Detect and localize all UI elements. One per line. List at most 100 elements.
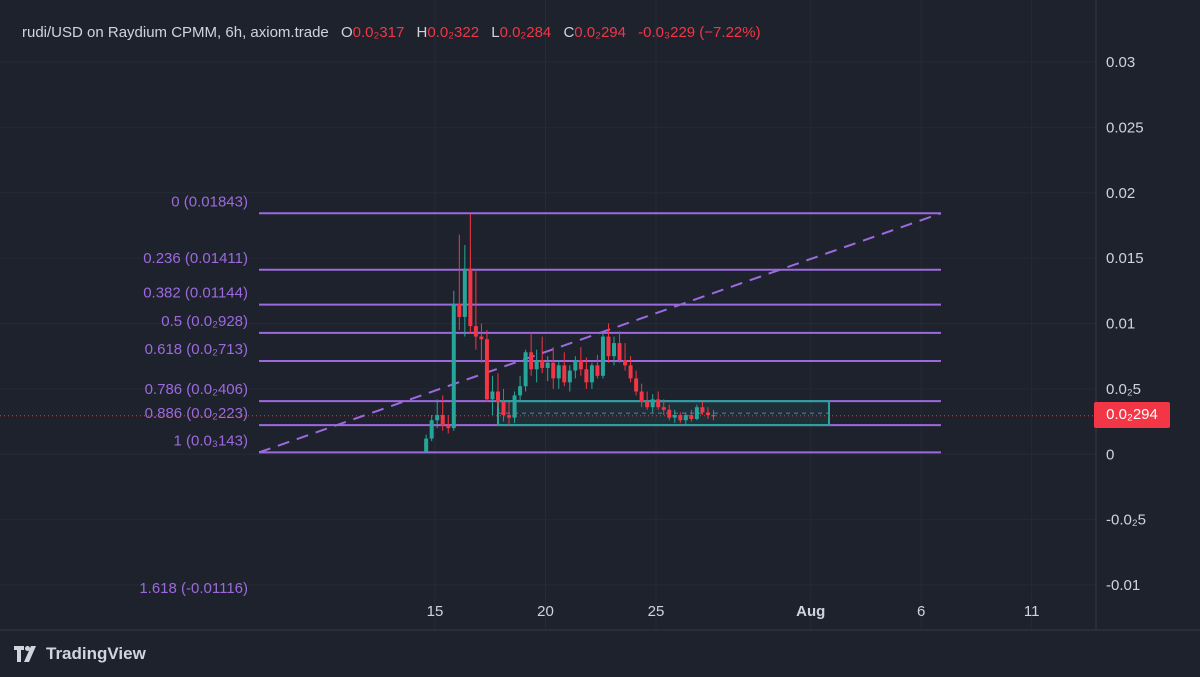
high-key: H xyxy=(416,24,428,41)
grid xyxy=(0,0,1096,630)
fib-level-label: 0 (0.01843) xyxy=(171,193,248,210)
candle-body xyxy=(661,407,666,410)
candle-body xyxy=(451,303,456,429)
tradingview-icon xyxy=(14,646,36,662)
candle-body xyxy=(484,339,489,400)
candle-body xyxy=(556,365,561,379)
candle-body xyxy=(540,360,545,368)
price-tick-label: -0.0₂5 xyxy=(1106,512,1146,529)
fib-trend-line xyxy=(258,212,942,454)
axis-separators xyxy=(0,0,1200,631)
candle-body xyxy=(545,362,550,368)
candle-body xyxy=(600,336,605,376)
fib-level-label: 1.618 (-0.01116) xyxy=(139,580,248,597)
candle-body xyxy=(683,415,688,421)
candle-body xyxy=(435,415,440,421)
candle-body xyxy=(628,365,633,379)
price-tick-label: 0.0₂5 xyxy=(1106,381,1141,398)
price-tick-label: 0 xyxy=(1106,446,1114,463)
candle-body xyxy=(512,395,517,418)
candle-body xyxy=(551,362,556,379)
candle-body xyxy=(490,391,495,400)
price-tick-label: 0.01 xyxy=(1106,316,1135,333)
time-tick-label: 20 xyxy=(537,603,554,620)
low-key: L xyxy=(491,24,500,41)
close-value: 0.0₂294 xyxy=(574,24,626,41)
price-tick-label: 0.025 xyxy=(1106,119,1144,136)
candle-body xyxy=(495,391,500,402)
fib-level-label: 0.236 (0.01411) xyxy=(143,250,248,267)
candle-body xyxy=(462,268,467,317)
candle-body xyxy=(705,412,710,416)
candle-body xyxy=(606,336,611,357)
time-tick-label: 25 xyxy=(648,603,665,620)
candle-body xyxy=(523,352,528,387)
candle-body xyxy=(534,360,539,370)
candle-body xyxy=(634,378,639,392)
time-tick-label: Aug xyxy=(796,603,825,620)
candle-body xyxy=(479,336,484,340)
candle-body xyxy=(440,415,445,426)
candle-body xyxy=(501,401,506,416)
symbol-title: rudi/USD on Raydium CPMM, 6h, axiom.trad… xyxy=(22,24,329,41)
candle-body xyxy=(473,326,478,337)
close-key: C xyxy=(563,24,575,41)
candle-body xyxy=(678,415,683,421)
candle-body xyxy=(507,415,512,418)
candle-body xyxy=(424,438,429,452)
candle-body xyxy=(468,268,473,327)
low-value: 0.0₂284 xyxy=(499,24,552,41)
candle-body xyxy=(656,399,661,408)
time-tick-label: 15 xyxy=(427,603,444,620)
open-key: O xyxy=(340,24,353,41)
candle-body xyxy=(667,409,672,418)
candle-body xyxy=(617,343,622,361)
candle-body xyxy=(639,391,644,402)
candles xyxy=(0,213,1096,453)
candle-body xyxy=(518,386,523,396)
candle-body xyxy=(562,365,567,383)
candle-body xyxy=(650,399,655,408)
fib-level-label: 0.786 (0.0₂406) xyxy=(145,381,248,398)
candle-body xyxy=(672,415,677,418)
fib-retracement[interactable]: 0 (0.01843) 0.236 (0.01411) 0.382 (0.01144… xyxy=(139,193,942,597)
candle-body xyxy=(567,370,572,383)
fib-level-label: 0.5 (0.0₂928) xyxy=(161,313,248,330)
price-tick-label: 0.015 xyxy=(1106,250,1144,267)
fib-level-label: 0.382 (0.01144) xyxy=(143,285,248,302)
candle-body xyxy=(700,407,705,413)
candle-body xyxy=(429,420,434,439)
high-value: 0.0₂322 xyxy=(427,24,480,41)
candle-body xyxy=(457,303,462,317)
candle-body xyxy=(595,365,600,376)
time-tick-label: 11 xyxy=(1024,603,1040,620)
candle-body xyxy=(623,360,628,366)
candle-body xyxy=(689,415,694,419)
candle-body xyxy=(578,360,583,370)
price-tick-label: 0.02 xyxy=(1106,185,1135,202)
candle-body xyxy=(589,365,594,383)
candle-body xyxy=(694,407,699,419)
candle-body xyxy=(584,369,589,383)
time-axis[interactable]: 15 20 25 Aug 6 11 xyxy=(427,603,1040,620)
tradingview-logo[interactable]: TradingView xyxy=(14,644,146,664)
price-axis[interactable]: 0.03 0.025 0.02 0.015 0.01 0.0₂5 0 -0.0₂5 -0.01 xyxy=(1106,54,1146,594)
price-tick-label: -0.01 xyxy=(1106,577,1140,594)
candle-body xyxy=(711,415,716,417)
symbol-legend: rudi/USD on Raydium CPMM, 6h, axiom.trad… xyxy=(22,24,761,41)
open-value: 0.0₂317 xyxy=(352,24,405,41)
current-price-label: 0.0₂294 xyxy=(1094,402,1170,428)
tradingview-wordmark: TradingView xyxy=(46,644,146,663)
candle-body xyxy=(612,343,617,357)
candle-body xyxy=(573,360,578,371)
candle-body xyxy=(645,401,650,408)
candle-body xyxy=(529,352,534,370)
candle-body xyxy=(446,425,451,429)
price-tick-label: 0.03 xyxy=(1106,54,1135,71)
fib-level-label: 0.886 (0.0₂223) xyxy=(145,405,248,422)
time-tick-label: 6 xyxy=(917,603,925,620)
fib-level-label: 0.618 (0.0₂713) xyxy=(145,341,248,358)
fib-level-label: 1 (0.0₃143) xyxy=(174,432,249,449)
